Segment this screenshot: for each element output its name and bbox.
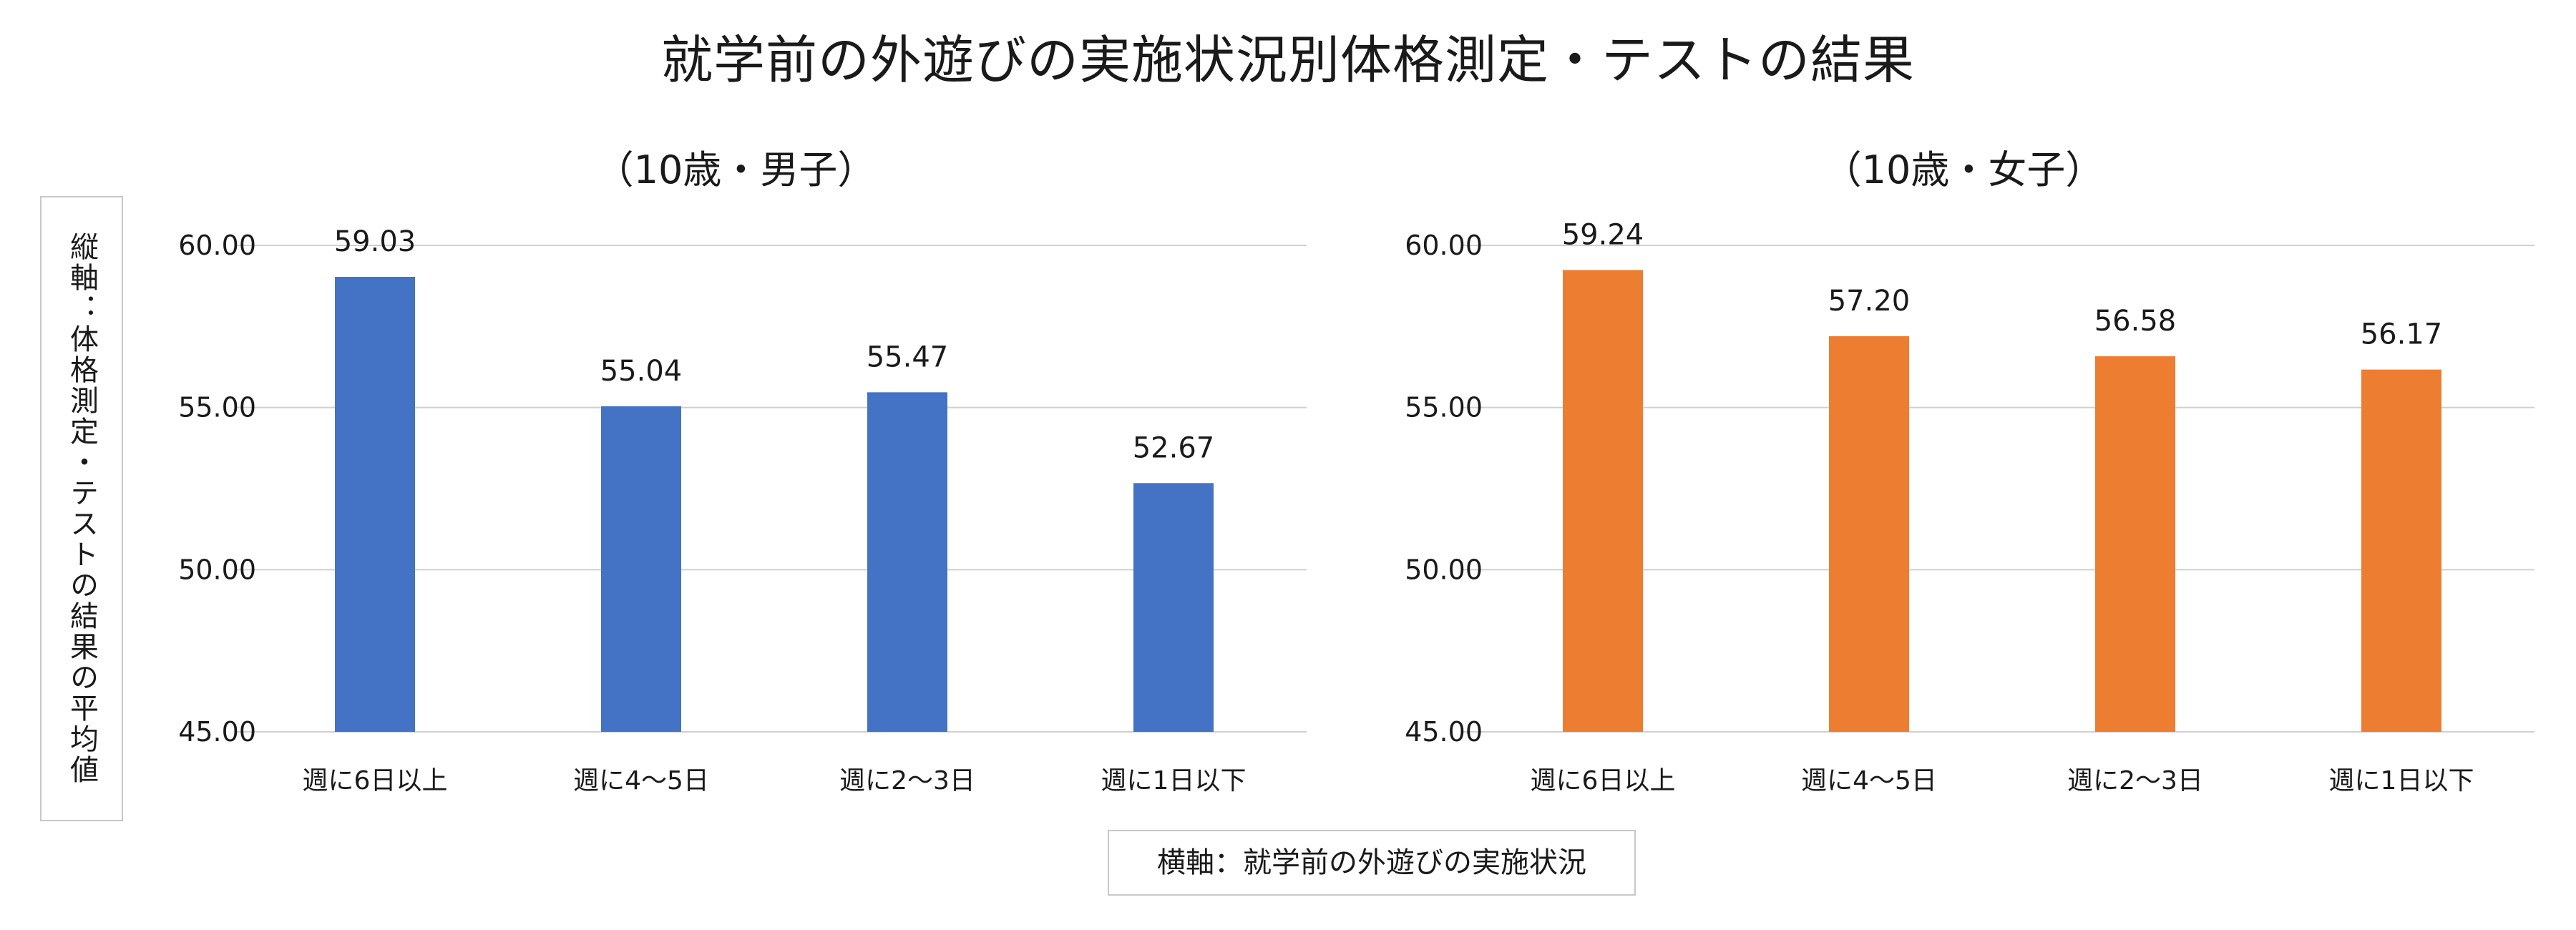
x-axis-title: 横軸：就学前の外遊びの実施状況 xyxy=(1157,846,1586,879)
y-axis-title: 縦軸：体格測定・テストの結果の平均値 xyxy=(65,232,98,785)
girls-data-label: 57.20 xyxy=(1828,285,1911,318)
girls-category-label: 週に4～5日 xyxy=(1801,766,1937,796)
girls-data-label: 56.17 xyxy=(2361,318,2443,351)
boys-bar xyxy=(867,392,947,732)
chart-boys: （10歳・男子） 45.00 50.00 55.00 60.00 59.03 週に6日以上 5… xyxy=(178,147,1307,796)
boys-category-label: 週に2～3日 xyxy=(839,766,975,796)
boys-data-label: 59.03 xyxy=(334,225,416,258)
chart-girls: （10歳・女子） 45.00 50.00 55.00 60.00 59.24 週に6日以上 5… xyxy=(1405,147,2534,796)
boys-data-label: 55.04 xyxy=(600,355,683,388)
chart-title: 就学前の外遊びの実施状況別体格測定・テストの結果 xyxy=(660,30,1915,90)
boys-data-label: 52.67 xyxy=(1133,431,1215,464)
boys-category-label: 週に1日以下 xyxy=(1101,766,1246,796)
girls-subtitle: （10歳・女子） xyxy=(1823,147,2104,192)
boys-bar xyxy=(335,276,415,732)
girls-data-label: 56.58 xyxy=(2094,305,2177,338)
boys-y-tick-label: 60.00 xyxy=(178,230,256,261)
boys-subtitle: （10歳・男子） xyxy=(595,147,877,192)
boys-category-label: 週に4～5日 xyxy=(573,766,709,796)
girls-y-tick-label: 50.00 xyxy=(1405,554,1483,585)
boys-y-tick-label: 55.00 xyxy=(178,392,256,424)
girls-category-label: 週に6日以上 xyxy=(1531,766,1676,796)
x-axis-title-box: 横軸：就学前の外遊びの実施状況 xyxy=(1108,830,1636,896)
boys-category-label: 週に6日以上 xyxy=(303,766,448,796)
boys-y-tick-label: 50.00 xyxy=(178,554,256,585)
girls-y-tick-label: 45.00 xyxy=(1405,716,1483,748)
girls-category-label: 週に2～3日 xyxy=(2067,766,2203,796)
girls-category-label: 週に1日以下 xyxy=(2329,766,2474,796)
boys-y-tick-label: 45.00 xyxy=(178,716,256,748)
girls-y-tick-label: 60.00 xyxy=(1405,230,1483,261)
boys-bar xyxy=(1133,483,1214,732)
y-axis-title-box: 縦軸：体格測定・テストの結果の平均値 xyxy=(40,196,123,821)
girls-bar xyxy=(1829,336,1909,732)
girls-y-tick-label: 55.00 xyxy=(1405,392,1483,424)
girls-bar xyxy=(2361,369,2441,732)
boys-data-label: 55.47 xyxy=(867,341,949,373)
boys-bar xyxy=(601,406,681,732)
girls-bar xyxy=(2095,356,2175,732)
girls-bar xyxy=(1563,270,1643,732)
girls-data-label: 59.24 xyxy=(1562,218,1644,251)
